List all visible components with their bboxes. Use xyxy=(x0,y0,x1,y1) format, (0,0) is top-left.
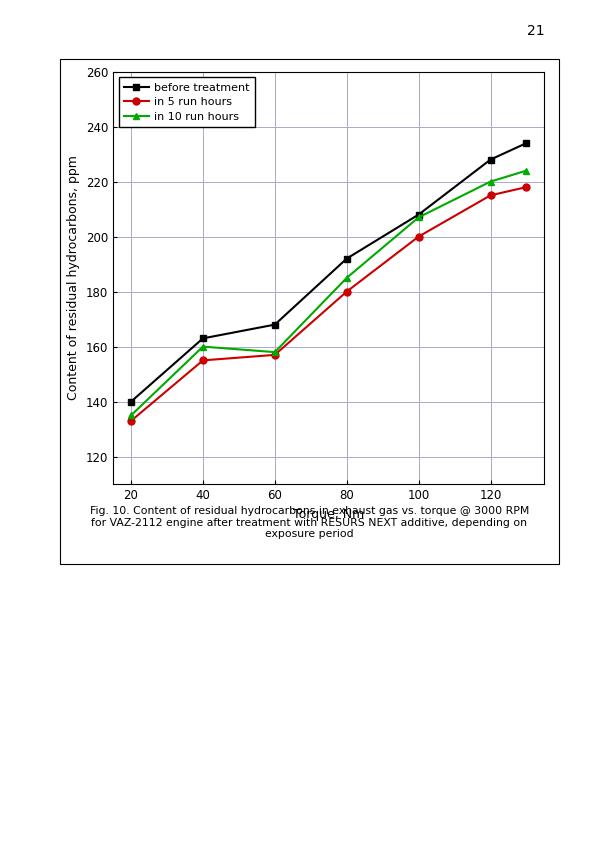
in 5 run hours xyxy=(415,232,422,242)
before treatment xyxy=(127,397,134,407)
Line: before treatment: before treatment xyxy=(127,140,530,405)
in 5 run hours xyxy=(127,416,134,426)
before treatment xyxy=(199,333,206,344)
Line: in 5 run hours: in 5 run hours xyxy=(127,184,530,424)
before treatment xyxy=(415,210,422,220)
Y-axis label: Content of residual hydrocarbons, ppm: Content of residual hydrocarbons, ppm xyxy=(67,156,80,400)
in 10 run hours xyxy=(415,212,422,222)
before treatment xyxy=(343,253,350,264)
in 5 run hours xyxy=(487,190,494,200)
before treatment xyxy=(487,155,494,165)
in 10 run hours xyxy=(271,347,278,357)
in 5 run hours xyxy=(523,182,530,192)
in 10 run hours xyxy=(487,177,494,187)
before treatment xyxy=(523,138,530,148)
in 10 run hours xyxy=(199,342,206,352)
in 5 run hours xyxy=(343,286,350,296)
in 10 run hours xyxy=(343,273,350,283)
Line: in 10 run hours: in 10 run hours xyxy=(127,167,530,418)
in 5 run hours xyxy=(199,355,206,365)
in 10 run hours xyxy=(523,166,530,176)
X-axis label: Torque, Nm: Torque, Nm xyxy=(293,508,364,520)
in 10 run hours xyxy=(127,410,134,420)
Legend: before treatment, in 5 run hours, in 10 run hours: before treatment, in 5 run hours, in 10 … xyxy=(118,77,255,127)
Text: Fig. 10. Content of residual hydrocarbons in exhaust gas vs. torque @ 3000 RPM
f: Fig. 10. Content of residual hydrocarbon… xyxy=(90,506,529,540)
before treatment xyxy=(271,320,278,330)
in 5 run hours xyxy=(271,349,278,360)
Text: 21: 21 xyxy=(527,24,544,38)
